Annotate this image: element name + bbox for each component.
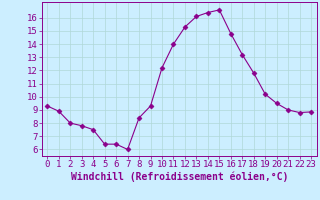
X-axis label: Windchill (Refroidissement éolien,°C): Windchill (Refroidissement éolien,°C) [70,172,288,182]
